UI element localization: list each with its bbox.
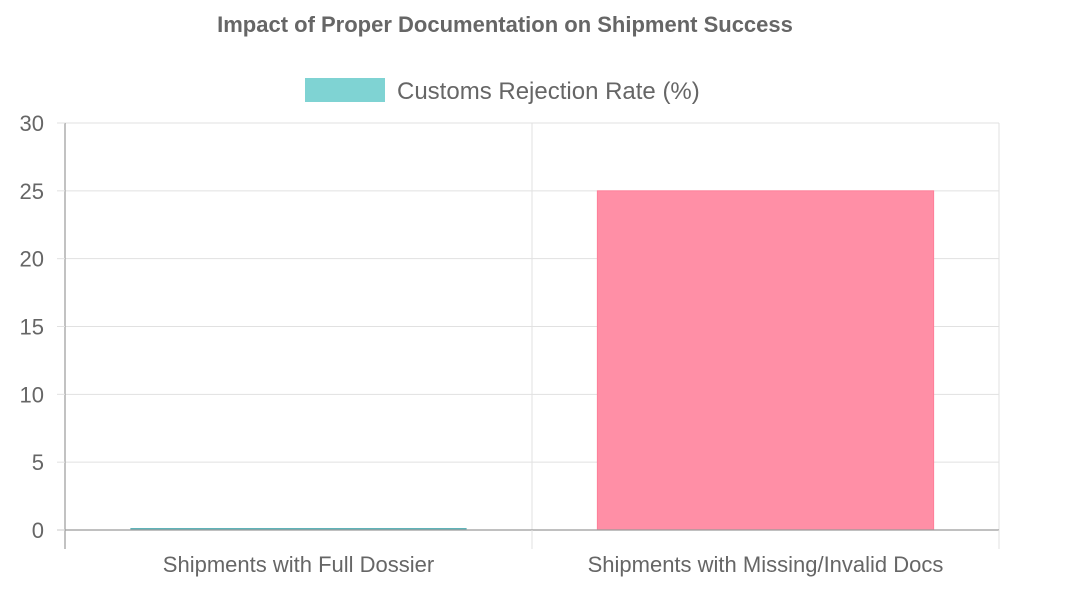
legend[interactable]: Customs Rejection Rate (%) bbox=[305, 78, 700, 105]
y-tick-label: 5 bbox=[32, 450, 44, 475]
chart-title: Impact of Proper Documentation on Shipme… bbox=[217, 12, 793, 37]
y-tick-label: 30 bbox=[20, 111, 44, 136]
y-tick-label: 25 bbox=[20, 179, 44, 204]
legend-label: Customs Rejection Rate (%) bbox=[397, 78, 700, 105]
bars bbox=[130, 190, 935, 531]
x-axis-labels: Shipments with Full Dossier Shipments wit… bbox=[163, 552, 944, 577]
x-tick-label: Shipments with Full Dossier bbox=[163, 552, 434, 577]
gridlines bbox=[65, 122, 1000, 530]
legend-swatch bbox=[305, 78, 385, 102]
y-tick-label: 10 bbox=[20, 382, 44, 407]
x-tick-label: Shipments with Missing/Invalid Docs bbox=[588, 552, 944, 577]
y-axis-ticks: 0 5 10 15 20 25 30 bbox=[20, 111, 44, 543]
axes bbox=[57, 122, 1000, 549]
y-tick-label: 0 bbox=[32, 518, 44, 543]
bar[interactable] bbox=[596, 190, 935, 531]
y-tick-label: 15 bbox=[20, 315, 44, 340]
y-tick-label: 20 bbox=[20, 247, 44, 272]
